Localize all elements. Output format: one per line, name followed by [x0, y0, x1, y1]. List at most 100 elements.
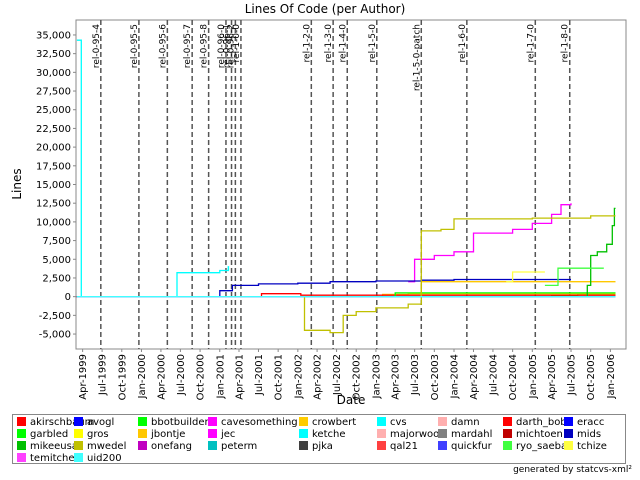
legend-label: michtoen	[516, 429, 563, 440]
legend-label: bbotbuilder	[151, 417, 209, 428]
legend-item: majorwoo	[377, 429, 439, 441]
series-line-jec	[408, 203, 572, 283]
legend-label: ketche	[312, 429, 346, 440]
legend-item: cvs	[377, 417, 407, 429]
legend-label: uid200	[87, 453, 122, 464]
y-tick-label: 7,500	[42, 236, 71, 247]
x-tick-label: Jul-2005	[567, 354, 578, 396]
x-tick-label: Apr-2005	[547, 354, 558, 400]
x-tick-label: Jul-2000	[176, 354, 187, 396]
legend-label: damn	[451, 417, 480, 428]
legend-swatch	[438, 441, 447, 450]
release-marker-label: rel-1-2-0	[302, 24, 312, 63]
x-axis: Apr-1999 Jul-1999 Oct-1999 Jan-2000 Apr-2000…	[78, 349, 617, 400]
x-tick-label: Oct-2000	[196, 354, 207, 400]
x-tick-label: Oct-2004	[508, 354, 519, 400]
legend-swatch	[503, 417, 512, 426]
legend-swatch	[74, 429, 83, 438]
release-marker-label: rel-0-95-4	[92, 24, 102, 68]
legend-swatch	[299, 417, 308, 426]
legend-swatch	[438, 417, 447, 426]
y-tick-label: 25,000	[36, 105, 71, 116]
x-tick-label: Oct-2002	[352, 354, 363, 400]
legend-swatch	[208, 429, 217, 438]
legend-item: uid200	[74, 453, 122, 465]
legend-item: qal21	[377, 441, 418, 453]
x-tick-label: Jul-2003	[410, 354, 421, 396]
legend-swatch	[208, 441, 217, 450]
legend-item: peterm	[208, 441, 257, 453]
legend-label: avogl	[87, 417, 115, 428]
legend-swatch	[377, 417, 386, 426]
legend-label: darth_bob	[516, 417, 567, 428]
release-markers: rel-0-95-4 rel-0-95-5 rel-0-95-6 rel-0-95-7…	[92, 20, 571, 349]
y-tick-label: 20,000	[36, 143, 71, 154]
release-marker-label: rel-0-95-8	[200, 24, 210, 68]
release-marker-label: rel-1-0-0	[232, 24, 242, 63]
legend-item: garbled	[17, 429, 68, 441]
x-tick-label: Oct-1999	[117, 354, 128, 400]
release-marker-label: rel-0-95-7	[183, 24, 193, 68]
legend-swatch	[138, 417, 147, 426]
release-marker-label: rel-0-96-0	[217, 24, 227, 68]
legend-swatch	[74, 417, 83, 426]
release-marker-label: rel-0-96-2	[226, 24, 236, 68]
legend-item: crowbert	[299, 417, 356, 429]
release-marker-label: rel-1-6-0	[458, 24, 468, 63]
legend-swatch	[503, 429, 512, 438]
legend-swatch	[138, 429, 147, 438]
footer-credit: generated by statcvs-xml²	[513, 465, 632, 475]
x-tick-label: Apr-2003	[391, 354, 402, 400]
legend-label: jbontje	[151, 429, 186, 440]
y-tick-label: -5,000	[39, 330, 71, 341]
y-tick-label: 0	[65, 292, 71, 303]
series-line-tchize	[506, 271, 545, 283]
plot-area	[75, 19, 627, 350]
legend-item: michtoen	[503, 429, 563, 441]
legend-item: onefang	[138, 441, 192, 453]
legend-swatch	[564, 441, 573, 450]
legend-swatch	[208, 417, 217, 426]
x-tick-label: Apr-2002	[313, 354, 324, 400]
legend-label: temitchell	[30, 453, 81, 464]
y-tick-label: 22,500	[36, 124, 71, 135]
y-tick-label: 12,500	[36, 199, 71, 210]
legend-item: quickfur	[438, 441, 492, 453]
legend-item: mikeeusa	[17, 441, 78, 453]
x-tick-label: Jul-2001	[254, 354, 265, 396]
legend-label: tchize	[577, 441, 607, 452]
x-tick-label: Oct-2005	[586, 354, 597, 400]
legend-label: crowbert	[312, 417, 357, 428]
legend-swatch	[74, 453, 83, 462]
line-chart: Lines Of Code (per Author) -5,000 -2,500 0…	[10, 2, 627, 407]
release-marker-label: rel-1-3-0	[324, 24, 334, 63]
legend-label: garbled	[30, 429, 69, 440]
release-marker-label: rel-1-8-0	[561, 24, 571, 63]
y-axis: -5,000 -2,500 0 2,500 5,000 7,500 10,000 12,500…	[36, 30, 76, 341]
legend-label: pjka	[312, 441, 333, 452]
x-tick-label: Oct-2001	[274, 354, 285, 400]
legend-label: qal21	[390, 441, 418, 452]
legend-item: jbontje	[138, 429, 185, 441]
legend-item: damn	[438, 417, 480, 429]
release-marker-label: rel-0-96-1	[223, 24, 233, 68]
y-tick-label: 15,000	[36, 180, 71, 191]
release-marker-label: rel-1-4-0	[338, 24, 348, 63]
legend-item: mwedel	[74, 441, 126, 453]
series-lines	[76, 39, 616, 334]
series-line-ketche	[174, 266, 230, 298]
legend: akirschbaum avogl bbotbuilder cavesomething…	[12, 414, 626, 464]
release-marker-label: rel-1-5-0-patch	[412, 24, 422, 91]
x-tick-label: Jan-2001	[215, 354, 226, 399]
legend-swatch	[17, 441, 26, 450]
series-line-ryo_saeba	[544, 267, 604, 287]
release-marker-label: rel-0-95-6	[158, 24, 168, 68]
x-tick-label: Jul-2004	[488, 354, 499, 396]
x-axis-label: Date	[337, 393, 366, 407]
x-tick-label: Apr-1999	[78, 354, 89, 400]
legend-swatch	[74, 441, 83, 450]
legend-label: cavesomething	[221, 417, 298, 428]
y-tick-label: 35,000	[36, 30, 71, 41]
legend-swatch	[17, 417, 26, 426]
legend-item: jec	[208, 429, 235, 441]
